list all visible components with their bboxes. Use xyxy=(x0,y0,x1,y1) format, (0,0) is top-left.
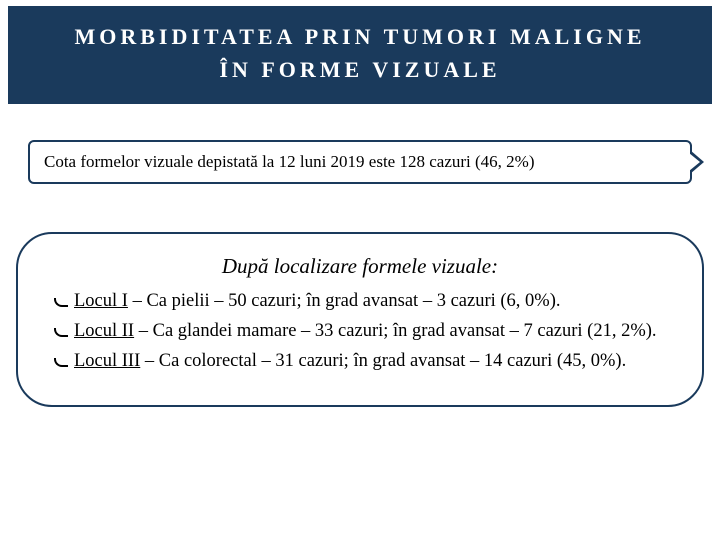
list-item: Locul I – Ca pielii – 50 cazuri; în grad… xyxy=(54,289,666,315)
rank-detail: – Ca colorectal – 31 cazuri; în grad ava… xyxy=(140,351,626,371)
list-item: Locul III – Ca colorectal – 31 cazuri; î… xyxy=(54,349,666,375)
localization-title: După localizare formele vizuale: xyxy=(54,254,666,279)
title-line-1: MORBIDITATEA PRIN TUMORI MALIGNE xyxy=(74,24,645,49)
list-item: Locul II – Ca glandei mamare – 33 cazuri… xyxy=(54,319,666,345)
rank-label: Locul I xyxy=(74,291,128,311)
localization-panel: După localizare formele vizuale: Locul I… xyxy=(16,232,704,407)
summary-callout: Cota formelor vizuale depistată la 12 lu… xyxy=(28,140,692,184)
title-line-2: ÎN FORME VIZUALE xyxy=(219,57,500,82)
title-banner: MORBIDITATEA PRIN TUMORI MALIGNE ÎN FORM… xyxy=(8,6,712,104)
rank-label: Locul III xyxy=(74,351,140,371)
rank-label: Locul II xyxy=(74,321,134,341)
rank-detail: – Ca glandei mamare – 33 cazuri; în grad… xyxy=(134,321,656,341)
rank-detail: – Ca pielii – 50 cazuri; în grad avansat… xyxy=(128,291,561,311)
summary-text: Cota formelor vizuale depistată la 12 lu… xyxy=(44,152,535,171)
localization-list: Locul I – Ca pielii – 50 cazuri; în grad… xyxy=(54,289,666,375)
